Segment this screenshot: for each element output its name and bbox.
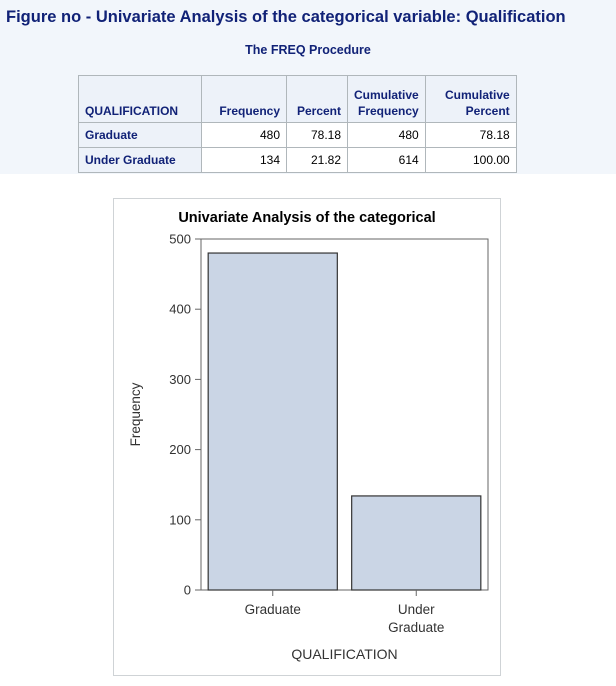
y-tick-label: 300	[169, 372, 191, 387]
cell-cumulative-frequency: 480	[347, 122, 426, 148]
header-cum-freq-line1: Cumulative	[354, 88, 419, 102]
chart-title: Univariate Analysis of the categorical	[178, 210, 436, 226]
y-tick-label: 0	[184, 583, 191, 598]
chart-plot-svg: 0 100 200 300 400 500 Graduate Under Graduate QUA…	[128, 232, 489, 662]
cell-cumulative-percent: 100.00	[424, 147, 517, 173]
header-cum-pct-line2: Percent	[465, 104, 510, 118]
freq-procedure-panel: Figure no - Univariate Analysis of the c…	[0, 0, 616, 174]
y-tick-label: 200	[169, 442, 191, 457]
row-label: Graduate	[78, 122, 202, 148]
cell-percent: 78.18	[286, 122, 348, 148]
cell-cumulative-percent: 78.18	[424, 122, 517, 148]
frequency-table: QUALIFICATION Frequency Percent Cumulati…	[78, 75, 517, 173]
x-tick-label: Graduate	[245, 602, 301, 617]
header-percent: Percent	[286, 75, 348, 123]
y-tick-label: 400	[169, 302, 191, 317]
table-header-row: QUALIFICATION Frequency Percent Cumulati…	[78, 75, 517, 123]
header-frequency: Frequency	[201, 75, 287, 123]
y-tick-label: 100	[169, 512, 191, 527]
y-axis-label: Frequency	[128, 382, 143, 446]
cell-percent: 21.82	[286, 147, 348, 173]
bar	[351, 495, 482, 591]
figure-title: Figure no - Univariate Analysis of the c…	[6, 8, 566, 26]
cell-frequency: 480	[201, 122, 287, 148]
y-tick-label: 500	[169, 232, 191, 247]
x-axis-label: QUALIFICATION	[291, 646, 397, 662]
bar-chart: Univariate Analysis of the categorical 0…	[113, 198, 501, 676]
header-cum-freq-line2: Frequency	[358, 104, 419, 118]
cell-cumulative-frequency: 614	[347, 147, 426, 173]
table-row: Under Graduate 134 21.82 614 100.00	[78, 147, 517, 173]
cell-frequency: 134	[201, 147, 287, 173]
header-qualification: QUALIFICATION	[78, 75, 202, 123]
row-label: Under Graduate	[78, 147, 202, 173]
x-tick-label: Graduate	[388, 620, 444, 635]
procedure-title: The FREQ Procedure	[245, 43, 371, 57]
header-cumulative-frequency: Cumulative Frequency	[347, 75, 426, 123]
bar	[207, 252, 338, 591]
header-cumulative-percent: Cumulative Percent	[424, 75, 517, 123]
table-row: Graduate 480 78.18 480 78.18	[78, 122, 517, 148]
header-cum-pct-line1: Cumulative	[445, 88, 510, 102]
x-tick-label: Under	[398, 602, 435, 617]
